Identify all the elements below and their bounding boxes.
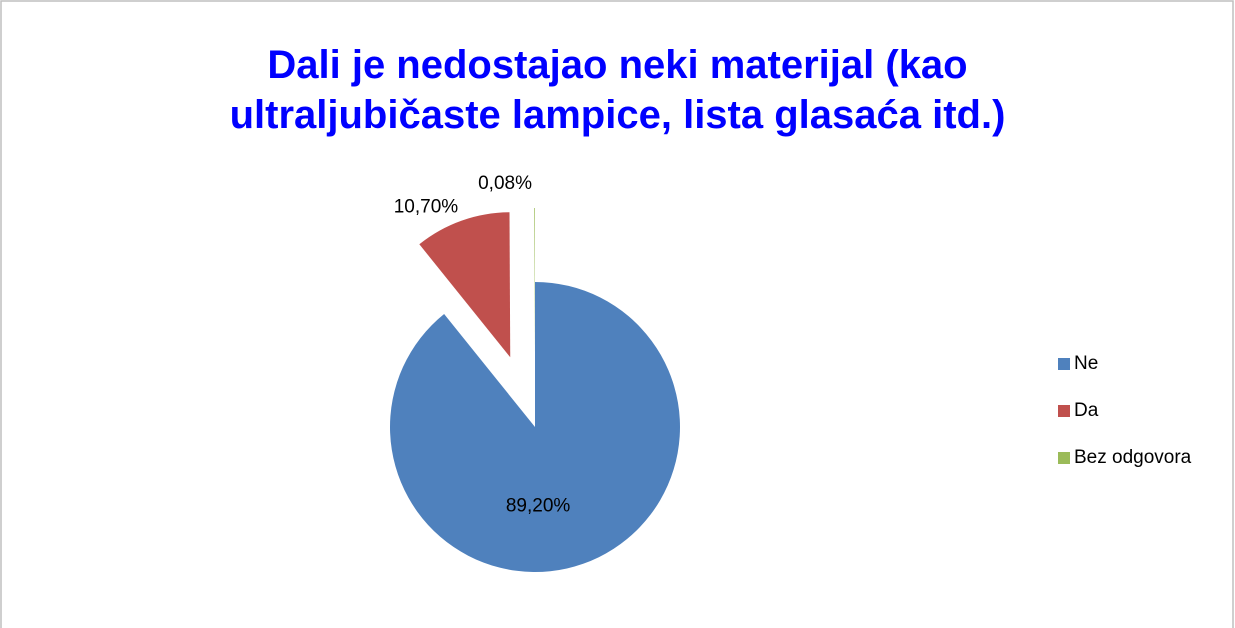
pie-slice [419, 212, 511, 358]
legend-label: Ne [1074, 353, 1098, 374]
data-label: 10,70% [394, 197, 459, 218]
chart-title: Dali je nedostajao neki materijal (kao u… [229, 43, 1006, 137]
legend-swatch [1058, 358, 1070, 370]
legend-swatch [1058, 452, 1070, 464]
legend-label: Da [1074, 400, 1099, 421]
pie-slice [390, 282, 681, 573]
data-label: 0,08% [478, 173, 532, 194]
data-label: 89,20% [506, 496, 571, 517]
legend-label: Bez odgovora [1074, 447, 1192, 468]
pie-slice [534, 208, 535, 354]
legend-swatch [1058, 405, 1070, 417]
